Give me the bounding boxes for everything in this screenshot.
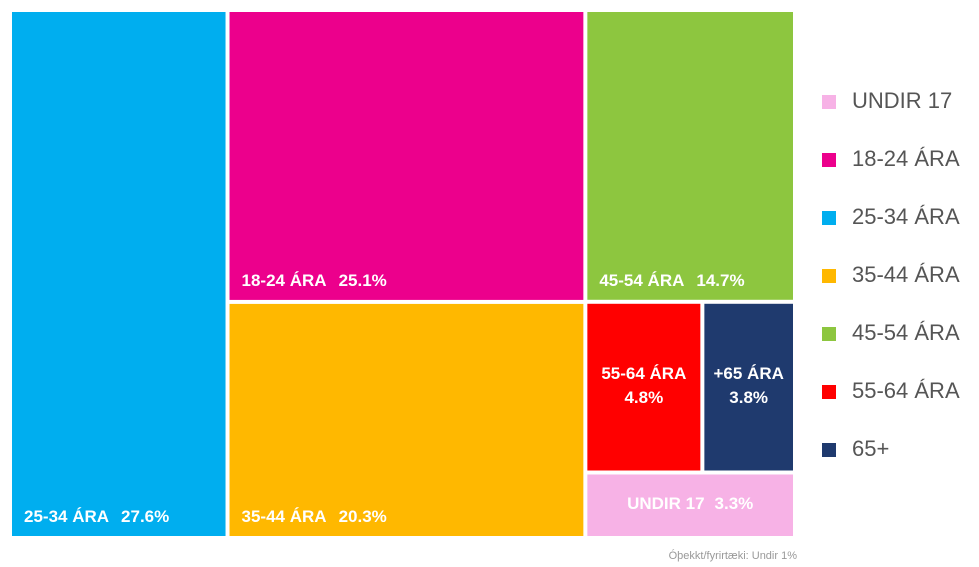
tile-name: +65 ÁRA: [713, 365, 783, 384]
tile-label: +65 ÁRA 3.8%: [713, 365, 783, 408]
tile-label: 18-24 ÁRA 25.1%: [242, 271, 387, 290]
tile-label: UNDIR 17 3.3%: [627, 495, 753, 514]
tile-value: 27.6%: [121, 507, 169, 526]
legend-swatch: [822, 153, 836, 167]
tile-label: 35-44 ÁRA 20.3%: [242, 507, 387, 526]
legend-label: 35-44 ÁRA: [852, 262, 960, 287]
tile-name: 25-34 ÁRA: [24, 507, 109, 526]
tile-label: 45-54 ÁRA 14.7%: [599, 271, 744, 290]
tile-name: 45-54 ÁRA: [599, 271, 684, 290]
tile: [587, 12, 793, 300]
legend-swatch: [822, 443, 836, 457]
legend-swatch: [822, 211, 836, 225]
legend-swatch: [822, 95, 836, 109]
tile: [587, 303, 701, 471]
tile-value: 3.8%: [729, 389, 768, 408]
tile-name: 55-64 ÁRA: [601, 365, 686, 384]
legend-swatch: [822, 327, 836, 341]
legend-label: 18-24 ÁRA: [852, 146, 960, 171]
legend-label: 45-54 ÁRA: [852, 320, 960, 345]
tile-name: UNDIR 17: [627, 495, 704, 514]
legend-swatch: [822, 385, 836, 399]
annotation: Óþekkt/fyrirtæki: Undir 1%: [669, 549, 798, 562]
tile-label: 25-34 ÁRA 27.6%: [24, 507, 169, 526]
legend-swatch: [822, 269, 836, 283]
tile: [587, 474, 793, 536]
tile: [229, 12, 584, 300]
tile-name: 35-44 ÁRA: [242, 507, 327, 526]
legend-label: 55-64 ÁRA: [852, 378, 960, 403]
tile: [229, 303, 584, 536]
tile: [704, 303, 793, 471]
legend-label: 65+: [852, 436, 889, 461]
tile: [12, 12, 226, 536]
tile-value: 3.3%: [715, 495, 754, 514]
legend-label: 25-34 ÁRA: [852, 204, 960, 229]
tile-name: 18-24 ÁRA: [242, 271, 327, 290]
tile-label: 55-64 ÁRA 4.8%: [601, 365, 686, 408]
tile-value: 4.8%: [624, 389, 663, 408]
tile-value: 14.7%: [696, 271, 744, 290]
legend-label: UNDIR 17: [852, 88, 952, 113]
tile-value: 25.1%: [339, 271, 387, 290]
tile-value: 20.3%: [339, 507, 387, 526]
